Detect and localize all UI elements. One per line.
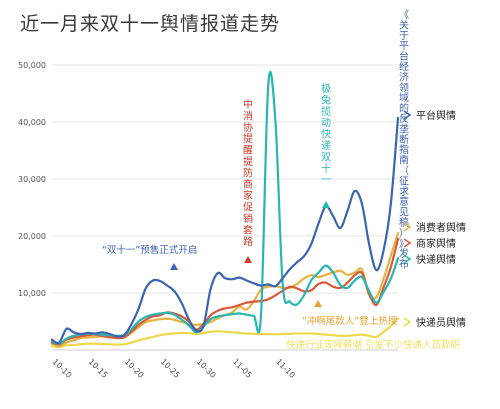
svg-text:于: 于 [399, 31, 409, 42]
annotation-marker [244, 256, 252, 263]
svg-text:递: 递 [321, 139, 331, 152]
svg-text:稿: 稿 [399, 216, 409, 229]
svg-text:济: 济 [399, 70, 409, 83]
annotation-marker [170, 263, 178, 270]
svg-text:关: 关 [399, 18, 409, 31]
svg-text:快: 快 [321, 129, 331, 141]
svg-text:见: 见 [399, 207, 409, 219]
chart-title: 近一月来双十一舆情报道走势 [20, 13, 281, 35]
svg-text:醒: 醒 [243, 145, 253, 157]
svg-text:消: 消 [243, 109, 253, 122]
svg-text:（: （ [399, 165, 409, 177]
annotation-courier-pay: 快递行业现降薪潮 引发不少快递人员辞职 [286, 339, 461, 351]
series-label: 消费者舆情 [416, 221, 466, 234]
svg-text:套: 套 [243, 223, 253, 236]
svg-text:动: 动 [321, 117, 331, 129]
svg-text:一: 一 [321, 175, 331, 186]
svg-text:商: 商 [243, 178, 253, 191]
svg-text:中: 中 [243, 98, 253, 111]
x-tick-label: 10-15 [87, 357, 110, 380]
annotation-marker [322, 201, 330, 208]
y-tick-label: 50,000 [18, 61, 46, 70]
x-axis-tick-labels: 10-10 10-15 10-20 10-25 10-30 11-05 11-10 [51, 357, 297, 380]
series-label: 商家舆情 [416, 237, 456, 250]
svg-text:十: 十 [321, 162, 331, 175]
x-tick-label: 10-30 [195, 357, 218, 380]
svg-text:家: 家 [243, 189, 253, 202]
svg-text:指: 指 [399, 143, 409, 156]
series-line [50, 317, 400, 349]
svg-text:求: 求 [399, 186, 409, 198]
y-tick-label: 30,000 [18, 175, 46, 184]
svg-text:经: 经 [399, 60, 409, 73]
svg-text:领: 领 [399, 81, 409, 94]
series-label: 快递员舆情 [416, 316, 466, 329]
svg-text:南: 南 [399, 154, 409, 167]
svg-text:促: 促 [243, 201, 253, 214]
series-label-arrow [403, 254, 412, 264]
series-label-arrow [403, 222, 412, 232]
svg-text:垄: 垄 [399, 122, 409, 135]
series-line [50, 70, 400, 345]
svg-text:路: 路 [243, 235, 253, 248]
svg-text:极: 极 [321, 82, 331, 95]
svg-text:布: 布 [399, 259, 409, 271]
svg-text:协: 协 [243, 121, 253, 134]
svg-text:的: 的 [399, 102, 409, 115]
y-tick-label: 40,000 [18, 118, 46, 127]
svg-text:》: 》 [399, 238, 409, 250]
series-line [50, 116, 400, 345]
annotation-presale: “双十一”预售正式开启 [102, 244, 197, 256]
svg-text:断: 断 [399, 133, 409, 146]
x-tick-label: 10-25 [159, 357, 182, 380]
series-label-arrow [403, 238, 412, 248]
svg-text:揽: 揽 [321, 105, 331, 118]
series-lines [50, 70, 400, 349]
x-tick-label: 11-10 [274, 357, 297, 380]
svg-text:提: 提 [243, 156, 253, 168]
series-line [50, 237, 400, 346]
annotation-tail-payment: “冲啊尾款人”登上热搜 [302, 315, 398, 327]
svg-text:）: ） [399, 227, 409, 239]
svg-text:防: 防 [243, 166, 253, 179]
grid-lines [52, 64, 398, 351]
svg-text:域: 域 [399, 91, 409, 104]
svg-text:平: 平 [399, 41, 409, 52]
series-label-arrow [403, 110, 412, 120]
svg-text:发: 发 [399, 247, 409, 260]
y-axis-tick-labels: 10,000 20,000 30,000 40,000 50,000 [18, 61, 46, 298]
x-tick-label: 11-05 [231, 357, 254, 380]
svg-text:《: 《 [399, 9, 409, 21]
annotations: “双十一”预售正式开启中消协提醒提防商家促销套路极兔揽动快递双十一《关于平台经济… [102, 9, 461, 351]
x-tick-label: 10-20 [123, 357, 146, 380]
svg-text:销: 销 [243, 212, 253, 225]
svg-text:意: 意 [399, 195, 409, 208]
y-tick-label: 20,000 [18, 232, 46, 241]
svg-text:征: 征 [399, 175, 409, 187]
series-label: 平台舆情 [416, 109, 456, 122]
x-tick-label: 10-10 [51, 357, 74, 380]
svg-text:提: 提 [243, 133, 253, 145]
y-tick-label: 10,000 [18, 289, 46, 298]
svg-text:台: 台 [399, 50, 409, 63]
svg-text:双: 双 [321, 151, 331, 163]
annotation-marker [314, 300, 322, 307]
series-label-arrow [403, 317, 412, 327]
svg-text:兔: 兔 [321, 93, 331, 106]
series-label: 快递舆情 [416, 253, 456, 266]
